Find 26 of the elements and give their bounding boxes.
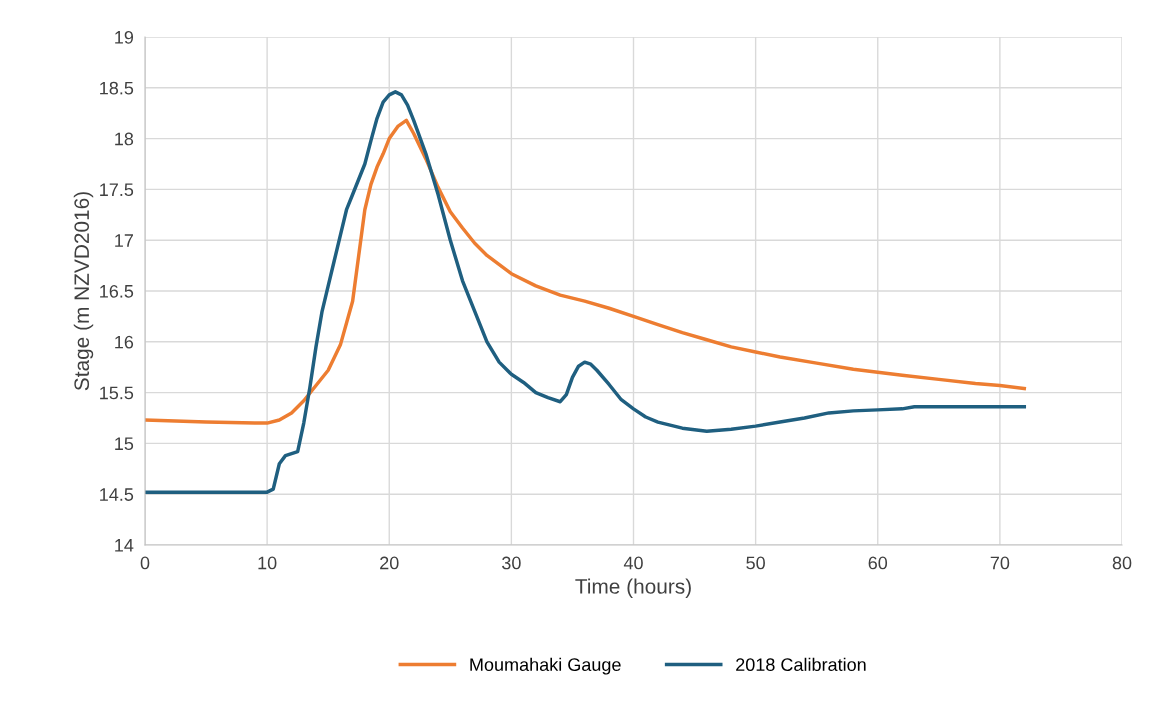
x-tick-label: 30 xyxy=(502,556,521,570)
legend-label: 2018 Calibration xyxy=(736,657,866,672)
x-axis-title: Time (hours) xyxy=(575,578,691,598)
y-tick-label: 17 xyxy=(115,234,133,247)
y-axis-title: Stage (m NZVD2016) xyxy=(73,192,94,391)
x-tick-label: 50 xyxy=(746,556,765,570)
y-tick-label: 18 xyxy=(115,132,134,146)
legend-label: Moumahaki Gauge xyxy=(470,657,621,675)
y-tick-label: 19 xyxy=(115,30,134,44)
line-series xyxy=(145,90,1027,494)
y-tick-label: 16.5 xyxy=(100,284,134,298)
x-tick-label: 70 xyxy=(990,556,1010,570)
line-series xyxy=(145,118,1027,425)
y-tick-label: 15 xyxy=(115,437,134,451)
x-tick-label: 20 xyxy=(380,556,399,570)
x-tick-label: 10 xyxy=(258,556,277,570)
y-tick-label: 18.5 xyxy=(100,81,134,95)
y-tick-label: 16 xyxy=(115,335,134,349)
y-tick-label: 14 xyxy=(115,539,134,552)
x-tick-label: 80 xyxy=(1112,556,1132,570)
y-tick-label: 15.5 xyxy=(100,386,134,400)
y-tick-label: 17.5 xyxy=(100,183,134,197)
x-tick-label: 40 xyxy=(623,556,643,570)
x-tick-label: 0 xyxy=(140,556,150,570)
x-tick-label: 60 xyxy=(868,556,888,570)
y-tick-label: 14.5 xyxy=(100,488,134,501)
